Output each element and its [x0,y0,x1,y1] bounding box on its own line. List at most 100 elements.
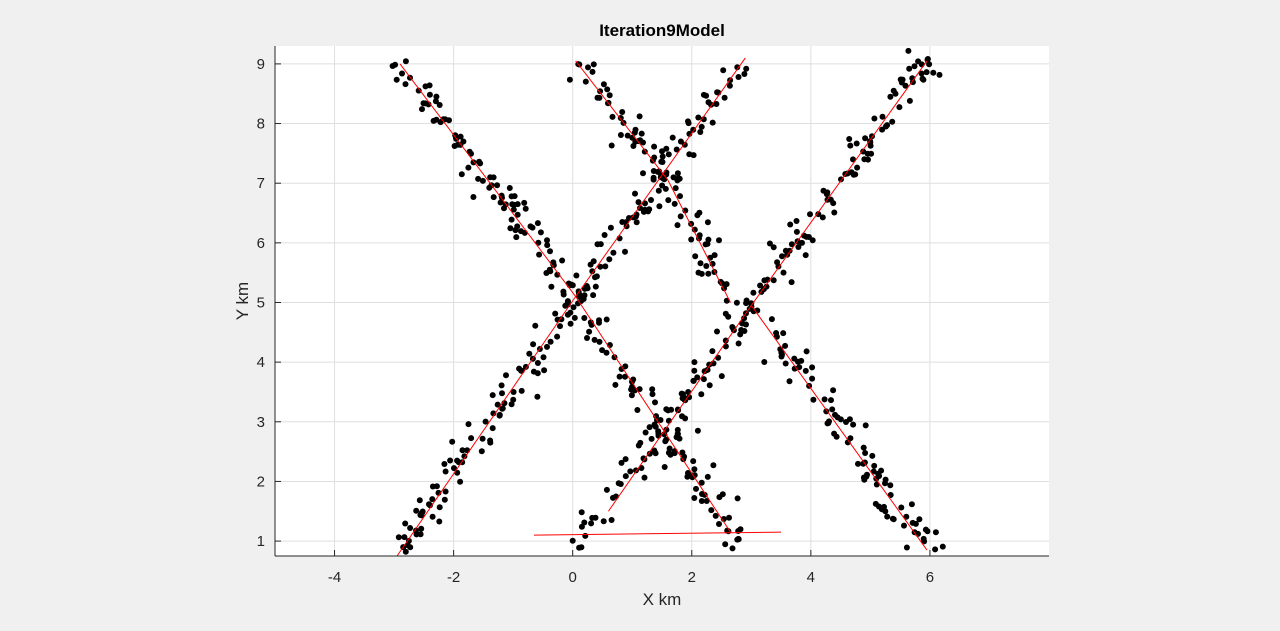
data-point [447,457,454,464]
data-point [659,153,666,160]
data-point [861,156,868,163]
data-point [630,143,637,149]
data-point [793,228,800,235]
data-point [704,473,711,480]
data-point [597,88,604,95]
data-point [697,260,704,267]
data-point [696,235,702,242]
data-point [599,347,606,354]
data-point [788,279,795,286]
fit-line [533,531,782,536]
data-point [589,68,596,75]
data-point [478,448,485,455]
data-point [919,75,926,82]
data-point [787,221,794,228]
data-point [522,205,529,212]
data-point [846,416,853,423]
data-point [860,444,867,451]
data-point [651,143,658,150]
data-point [499,405,506,412]
data-point [850,171,857,178]
data-point [490,174,497,181]
data-point [588,321,595,328]
data-point [847,142,854,149]
data-point [741,315,748,322]
data-point [714,328,720,335]
data-point [691,359,698,366]
fit-lines [396,57,928,557]
data-point [442,116,449,123]
data-point [622,373,628,380]
data-point [526,350,533,357]
data-point [518,387,525,394]
data-point [829,406,836,413]
data-point [882,480,888,487]
fit-line [575,57,746,297]
fit-line [750,305,928,551]
data-point [901,522,907,529]
data-point [704,240,711,247]
data-point [879,113,886,120]
data-point [703,263,710,269]
data-point [498,382,505,389]
data-point [510,396,517,403]
data-point [665,197,672,204]
data-point [399,70,405,77]
data-point [442,468,449,475]
data-point [698,123,705,130]
data-point [636,386,643,393]
data-point [578,544,585,551]
data-point [489,425,496,432]
data-point [590,292,597,299]
data-point [426,501,432,508]
x-tick-label: 6 [926,569,934,586]
data-point [429,496,436,503]
data-point [770,244,777,251]
data-point [609,113,616,120]
data-point [743,300,750,307]
data-point [850,421,857,428]
data-point [633,219,640,226]
data-point [628,392,635,399]
data-point [547,338,554,345]
data-point [529,224,536,231]
data-point [546,266,553,273]
fit-line [608,305,752,512]
data-point [714,89,721,96]
data-point [566,76,573,83]
data-point [725,313,732,320]
data-point [585,64,591,71]
data-point [649,391,656,398]
data-point [429,513,436,520]
data-point [911,63,918,70]
data-point [603,486,610,493]
data-point [465,421,472,428]
data-point [918,70,925,77]
x-tick-label: 0 [569,569,577,586]
data-point [878,467,885,474]
data-point [713,101,720,107]
data-point [875,503,882,510]
data-point [733,299,740,306]
data-point [476,158,483,165]
data-point [869,452,876,459]
data-point [417,531,424,538]
data-point [567,320,574,327]
data-point [741,71,748,77]
data-point [426,82,433,89]
data-point [479,435,486,442]
data-point [763,283,770,290]
data-point [802,367,809,374]
data-point [691,466,698,473]
data-point [770,277,777,284]
data-point [622,473,629,480]
data-point [924,56,931,63]
data-point [494,182,501,189]
data-point [490,194,497,201]
data-point [669,134,676,141]
data-point [507,225,514,232]
data-point [906,65,913,72]
data-point [602,263,609,270]
data-point [544,237,550,244]
data-point [659,159,666,165]
